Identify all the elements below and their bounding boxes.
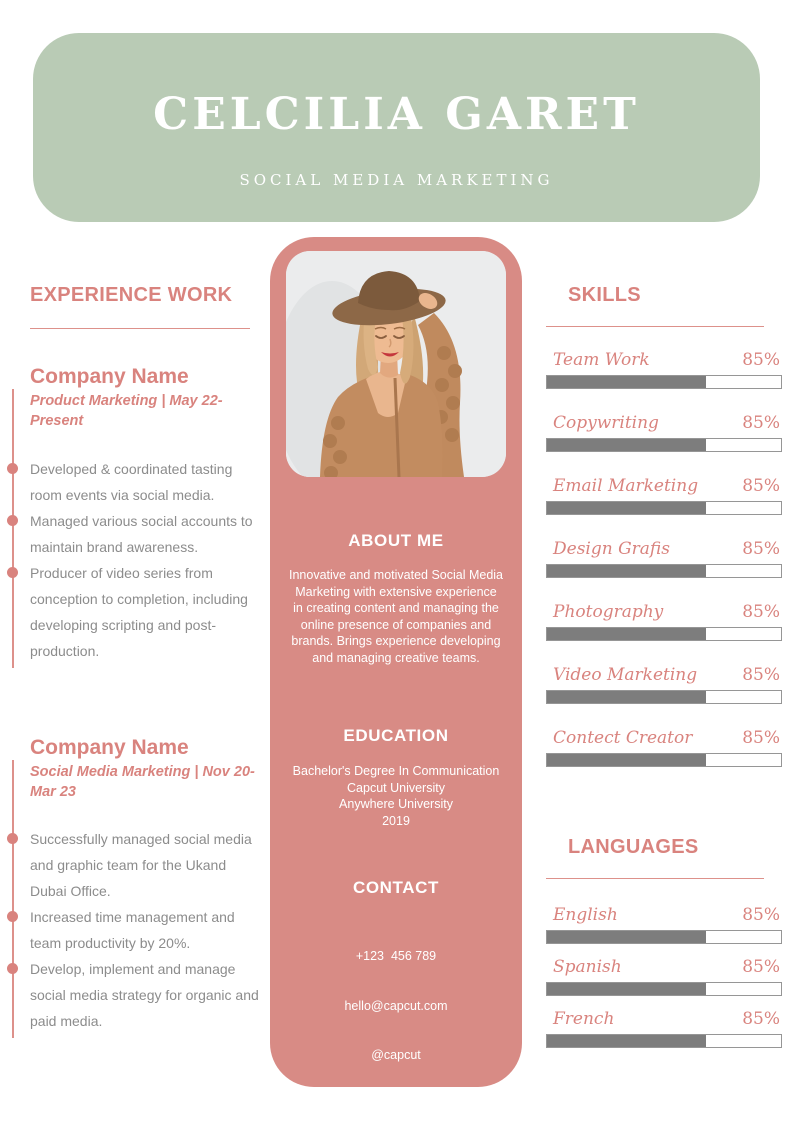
contact-social: @capcut (371, 1048, 421, 1062)
contact-address-line1: 123 Anywhere St., (345, 1097, 447, 1112)
experience-entry: Company Name Product Marketing | May 22-… (7, 365, 263, 668)
bullet-item: Developed & coordinated tasting room eve… (7, 456, 263, 508)
progress-fill (547, 502, 707, 514)
progress-fill (547, 439, 707, 451)
about-text: Innovative and motivated Social Media Ma… (289, 568, 504, 665)
profile-panel: ABOUT ME Innovative and motivated Social… (270, 237, 522, 1112)
language-name: English (553, 905, 618, 925)
bullet-item: Managed various social accounts to maint… (7, 508, 263, 560)
progress-bar (546, 501, 782, 515)
contact-text: +123 456 789 hello@capcut.com @capcut 12… (278, 915, 514, 1122)
skill-name: Email Marketing (553, 476, 699, 496)
bullet-list: Successfully managed social media and gr… (7, 826, 263, 1034)
skill-level: 85% (742, 602, 780, 622)
role-period: Social Media Marketing | Nov 20-Mar 23 (30, 763, 255, 800)
language-meter: Spanish 85% (546, 957, 782, 996)
progress-bar (546, 753, 782, 767)
portrait-illustration (286, 251, 506, 477)
progress-fill (547, 931, 707, 943)
skill-name: Team Work (553, 350, 650, 370)
progress-bar (546, 690, 782, 704)
skill-meter: Team Work 85% (546, 350, 782, 389)
divider (546, 878, 764, 879)
about-title: ABOUT ME (348, 531, 444, 550)
skills-title: SKILLS (568, 284, 641, 306)
experience-entry: Company Name Social Media Marketing | No… (7, 735, 263, 1039)
bullet-item: Develop, implement and manage social med… (7, 956, 263, 1034)
progress-bar (546, 438, 782, 452)
person-title: SOCIAL MEDIA MARKETING (239, 171, 554, 189)
progress-bar (546, 982, 782, 996)
languages-title: LANGUAGES (568, 836, 699, 858)
divider (546, 326, 764, 327)
skill-name: Design Grafis (553, 539, 670, 559)
education-line: Bachelor's Degree In Communication (292, 764, 500, 778)
language-level: 85% (742, 957, 780, 977)
language-level: 85% (742, 1009, 780, 1029)
progress-fill (547, 754, 707, 766)
progress-bar (546, 930, 782, 944)
languages-section: LANGUAGES English 85% Spanish 85% French 85… (546, 836, 782, 1048)
progress-fill (547, 565, 707, 577)
education-title: EDUCATION (343, 726, 449, 745)
education-line: Capcut University (347, 780, 445, 795)
skill-name: Video Marketing (553, 665, 698, 685)
profile-photo (286, 251, 506, 477)
experience-title: EXPERIENCE WORK (30, 284, 233, 306)
skill-level: 85% (742, 665, 780, 685)
progress-bar (546, 627, 782, 641)
progress-fill (547, 1035, 707, 1047)
progress-fill (547, 376, 707, 388)
bullet-item: Successfully managed social media and gr… (7, 826, 263, 904)
skill-name: Photography (553, 602, 664, 622)
divider (30, 328, 250, 329)
language-level: 85% (742, 905, 780, 925)
timeline-line (12, 759, 14, 1039)
bullet-item: Producer of video series from conception… (7, 560, 263, 664)
role-period: Product Marketing | May 22-Present (30, 393, 223, 430)
timeline-line (12, 389, 14, 668)
skill-level: 85% (742, 413, 780, 433)
experience-section: EXPERIENCE WORK Company Name Product Mar… (7, 284, 263, 1039)
contact-title: CONTACT (352, 878, 440, 897)
education-line: 2019 (382, 813, 410, 828)
company-name: Company Name (30, 735, 189, 759)
person-name: CELCILIA GARET (153, 89, 640, 140)
skill-meter: Email Marketing 85% (546, 476, 782, 515)
header-banner: CELCILIA GARET SOCIAL MEDIA MARKETING (33, 33, 760, 222)
skill-level: 85% (742, 476, 780, 496)
bullet-list: Developed & coordinated tasting room eve… (7, 456, 263, 664)
language-meter: French 85% (546, 1009, 782, 1048)
progress-bar (546, 564, 782, 578)
company-name: Company Name (30, 365, 189, 388)
progress-bar (546, 375, 782, 389)
progress-fill (547, 628, 707, 640)
bullet-item: Increased time management and team produ… (7, 904, 263, 956)
skill-meter: Photography 85% (546, 602, 782, 641)
skill-level: 85% (742, 350, 780, 370)
progress-bar (546, 1034, 782, 1048)
skill-meter: Design Grafis 85% (546, 539, 782, 578)
skill-meter: Copywriting 85% (546, 413, 782, 452)
contact-email: hello@capcut.com (344, 998, 448, 1013)
skill-level: 85% (742, 539, 780, 559)
skill-meter: Video Marketing 85% (546, 665, 782, 704)
education-line: Anywhere University (339, 797, 453, 811)
skill-name: Copywriting (553, 413, 659, 433)
skill-level: 85% (742, 728, 780, 748)
contact-phone: +123 456 789 (355, 949, 437, 963)
language-meter: English 85% (546, 905, 782, 944)
skill-name: Contect Creator (553, 728, 693, 748)
skills-section: SKILLS Team Work 85% Copywriting 85% Email… (546, 284, 782, 767)
skill-meter: Contect Creator 85% (546, 728, 782, 767)
progress-fill (547, 691, 707, 703)
progress-fill (547, 983, 707, 995)
language-name: French (553, 1009, 615, 1029)
education-text: Bachelor's Degree In Communication Capcu… (278, 763, 514, 829)
language-name: Spanish (553, 957, 622, 977)
